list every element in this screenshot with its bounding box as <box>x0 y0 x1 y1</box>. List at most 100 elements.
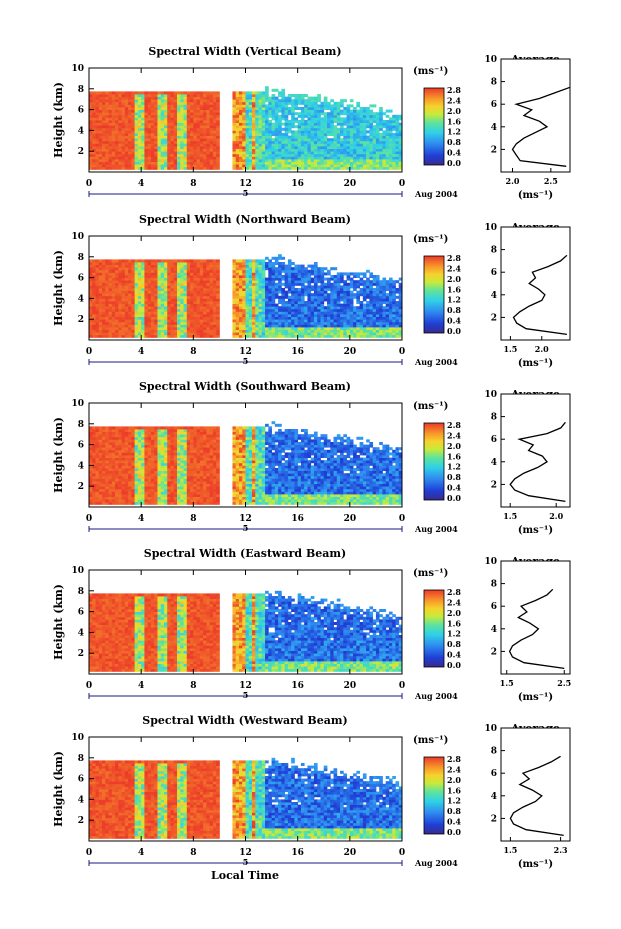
x-tick-label: 16 <box>291 347 304 357</box>
average-y-tick-label: 2 <box>491 480 497 490</box>
x-tick-label: 4 <box>138 848 144 858</box>
colorbar-tick-label: 0.0 <box>447 660 461 670</box>
colorbar-tick-label: 2.4 <box>447 430 461 440</box>
y-tick-label: 4 <box>78 461 84 471</box>
panel-2: Spectral Width (Southward Beam) 2 4 6 8 10 Hei… <box>52 380 571 536</box>
colorbar-tick-label: 2.8 <box>447 253 461 263</box>
y-tick-label: 8 <box>78 253 84 263</box>
y-axis-label: Height (km) <box>52 82 65 158</box>
colorbar-tick-label: 2.4 <box>447 764 461 774</box>
x-tick-label: 0 <box>399 848 405 858</box>
average-y-tick-label: 4 <box>491 792 497 802</box>
average-y-tick-label: 4 <box>491 625 497 635</box>
x-tick-label: 16 <box>291 848 304 858</box>
average-y-tick-label: 10 <box>484 223 497 233</box>
y-tick-label: 8 <box>78 420 84 430</box>
x-tick-label: 0 <box>86 179 92 189</box>
average-y-tick-label: 8 <box>491 413 497 423</box>
average-y-tick-label: 4 <box>491 458 497 468</box>
y-axis-label: Height (km) <box>52 250 65 326</box>
average-y-tick-label: 10 <box>484 390 497 400</box>
x-tick-label: 12 <box>239 848 252 858</box>
colorbar-tick-label: 0.4 <box>447 650 461 660</box>
x-tick-label: 12 <box>239 681 252 691</box>
y-tick-label: 4 <box>78 294 84 304</box>
x-axis-label: Local Time <box>211 869 279 882</box>
x-tick-label: 0 <box>86 848 92 858</box>
y-tick-label: 8 <box>78 587 84 597</box>
x-tick-label: 20 <box>344 514 357 524</box>
x-tick-label: 0 <box>399 347 405 357</box>
date-marker: 5 <box>243 356 249 366</box>
average-y-tick-label: 8 <box>491 747 497 757</box>
average-x-tick-label: 2.5 <box>544 176 558 186</box>
panel-title: Spectral Width (Vertical Beam) <box>148 45 341 58</box>
colorbar-tick-label: 2.0 <box>447 441 461 451</box>
average-profile-line <box>512 254 568 336</box>
y-axis-label: Height (km) <box>52 751 65 827</box>
x-tick-label: 0 <box>399 514 405 524</box>
y-tick-label: 10 <box>71 733 84 743</box>
colorbar-unit: (ms⁻¹) <box>413 401 448 412</box>
y-tick-label: 6 <box>78 441 84 451</box>
y-tick-label: 4 <box>78 628 84 638</box>
colorbar-tick-label: 2.0 <box>447 608 461 618</box>
average-x-tick-label: 1.5 <box>503 845 517 855</box>
colorbar <box>423 422 445 501</box>
x-tick-label: 16 <box>291 514 304 524</box>
x-tick-label: 0 <box>86 514 92 524</box>
date-marker: 5 <box>243 188 249 198</box>
x-tick-label: 0 <box>86 681 92 691</box>
average-xlabel: (ms⁻¹) <box>518 358 553 369</box>
y-tick-label: 4 <box>78 795 84 805</box>
colorbar-tick-label: 0.8 <box>447 305 461 315</box>
x-tick-label: 0 <box>86 347 92 357</box>
average-xlabel: (ms⁻¹) <box>518 859 553 870</box>
average-xlabel: (ms⁻¹) <box>518 525 553 536</box>
colorbar-unit: (ms⁻¹) <box>413 568 448 579</box>
colorbar-tick-label: 0.4 <box>447 483 461 493</box>
x-tick-label: 8 <box>190 514 196 524</box>
date-label: Aug 2004 <box>414 691 458 701</box>
y-tick-label: 10 <box>71 64 84 74</box>
colorbar-unit: (ms⁻¹) <box>413 66 448 77</box>
panel-0: Spectral Width (Vertical Beam) 2 4 6 8 10 Heig… <box>52 45 571 201</box>
colorbar-tick-label: 1.2 <box>447 629 461 639</box>
average-x-tick-label: 2.0 <box>506 176 520 186</box>
colorbar-tick-label: 0.8 <box>447 472 461 482</box>
colorbar-tick-label: 0.0 <box>447 827 461 837</box>
average-frame <box>500 226 571 341</box>
x-tick-label: 20 <box>344 848 357 858</box>
panel-3: Spectral Width (Eastward Beam) 2 4 6 8 10 Heig… <box>52 547 571 703</box>
average-frame <box>500 58 571 173</box>
y-axis-label: Height (km) <box>52 417 65 493</box>
colorbar-tick-label: 1.2 <box>447 796 461 806</box>
colorbar-tick-label: 0.8 <box>447 639 461 649</box>
x-tick-label: 16 <box>291 681 304 691</box>
x-tick-label: 8 <box>190 179 196 189</box>
x-tick-label: 4 <box>138 347 144 357</box>
date-marker: 5 <box>243 690 249 700</box>
x-tick-label: 8 <box>190 347 196 357</box>
date-label: Aug 2004 <box>414 858 458 868</box>
colorbar <box>423 756 445 835</box>
x-tick-label: 20 <box>344 347 357 357</box>
panel-title: Spectral Width (Northward Beam) <box>139 213 351 226</box>
heatmap-cells <box>89 757 403 839</box>
average-profile-line <box>508 588 565 670</box>
average-y-tick-label: 8 <box>491 78 497 88</box>
average-frame <box>500 393 571 508</box>
colorbar-tick-label: 2.4 <box>447 597 461 607</box>
panel-title: Spectral Width (Southward Beam) <box>139 380 351 393</box>
x-tick-label: 8 <box>190 848 196 858</box>
average-y-tick-label: 6 <box>491 769 497 779</box>
average-y-tick-label: 6 <box>491 602 497 612</box>
colorbar-unit: (ms⁻¹) <box>413 735 448 746</box>
colorbar-tick-label: 0.0 <box>447 158 461 168</box>
average-frame <box>500 727 571 842</box>
colorbar-tick-label: 1.6 <box>447 451 461 461</box>
colorbar-tick-label: 0.0 <box>447 326 461 336</box>
y-tick-label: 6 <box>78 608 84 618</box>
colorbar <box>423 255 445 334</box>
average-x-tick-label: 1.5 <box>503 511 517 521</box>
